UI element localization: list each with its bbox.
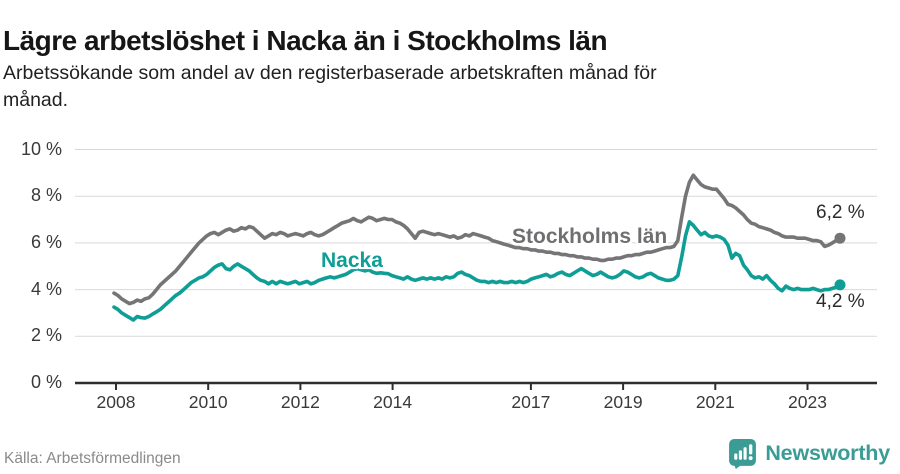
y-axis-tick-label: 6 %	[30, 231, 62, 252]
newsworthy-logo-text: Newsworthy	[765, 441, 890, 465]
page-title: Lägre arbetslöshet i Nacka än i Stockhol…	[3, 24, 608, 56]
end-value-label-nacka: 4,2 %	[816, 291, 865, 312]
newsworthy-logo: Newsworthy	[728, 438, 890, 469]
y-axis-tick-label: 8 %	[30, 185, 62, 206]
x-axis-tick-label: 2010	[188, 392, 228, 412]
x-axis-tick-label: 2008	[96, 392, 136, 412]
x-axis-tick-label: 2012	[280, 392, 320, 412]
newsworthy-logo-icon	[729, 439, 757, 469]
x-axis-tick-label: 2017	[511, 392, 551, 412]
x-axis-tick-label: 2023	[788, 392, 827, 412]
chart-subtitle-line1: Arbetssökande som andel av den registerb…	[3, 62, 657, 84]
y-axis-tick-label: 10 %	[20, 138, 62, 159]
y-axis-tick-label: 0 %	[30, 372, 62, 392]
x-axis-tick-label: 2014	[373, 392, 413, 412]
x-axis-tick-label: 2021	[695, 392, 735, 412]
end-value-label-stockholm: 6,2 %	[816, 202, 865, 223]
chart-subtitle-line2: månad.	[3, 89, 69, 112]
x-axis-tick-label: 2019	[603, 392, 643, 412]
y-axis-tick-label: 4 %	[30, 278, 62, 299]
chart-subtitle: Arbetssökande som andel av den registerb…	[3, 60, 657, 115]
series-label-stockholms-lan: Stockholms län	[512, 225, 668, 248]
series-label-nacka: Nacka	[321, 249, 383, 272]
y-axis-tick-label: 2 %	[30, 325, 62, 346]
source-credit: Källa: Arbetsförmedlingen	[4, 450, 181, 467]
